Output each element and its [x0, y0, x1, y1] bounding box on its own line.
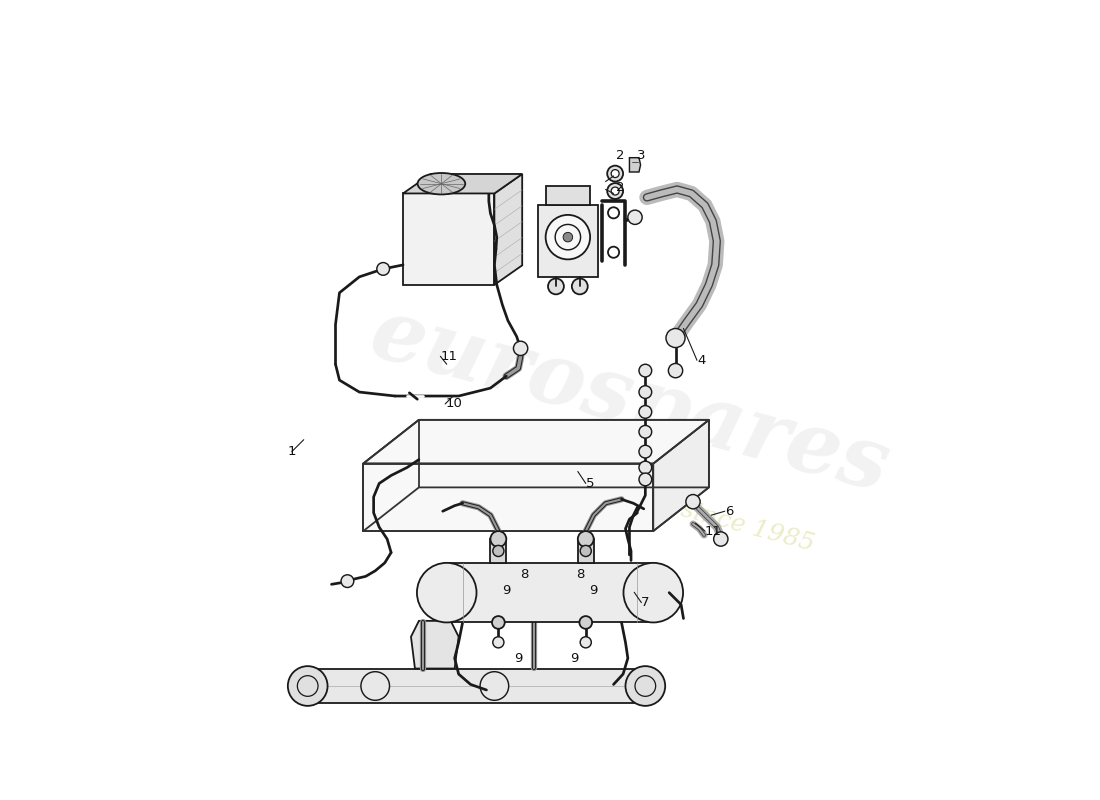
Circle shape: [361, 672, 389, 700]
Circle shape: [639, 406, 651, 418]
Text: 6: 6: [725, 505, 734, 518]
Text: 4: 4: [697, 354, 705, 366]
Circle shape: [686, 494, 701, 509]
Text: 8: 8: [520, 568, 529, 582]
Text: 9: 9: [590, 584, 598, 597]
Text: 2: 2: [616, 149, 625, 162]
Circle shape: [580, 616, 592, 629]
Circle shape: [612, 187, 619, 195]
Text: 11: 11: [705, 525, 722, 538]
Circle shape: [493, 546, 504, 557]
Text: 9: 9: [502, 584, 510, 597]
Polygon shape: [403, 174, 522, 194]
Circle shape: [639, 461, 651, 474]
Polygon shape: [363, 420, 708, 463]
Ellipse shape: [418, 173, 465, 194]
Circle shape: [572, 278, 587, 294]
Circle shape: [639, 446, 651, 458]
Polygon shape: [363, 463, 653, 531]
Polygon shape: [447, 563, 653, 622]
Polygon shape: [491, 539, 506, 563]
Polygon shape: [578, 539, 594, 563]
Circle shape: [580, 637, 592, 648]
Text: a passion for parts since 1985: a passion for parts since 1985: [442, 435, 817, 556]
Text: 7: 7: [641, 596, 650, 609]
Polygon shape: [411, 621, 459, 669]
Circle shape: [288, 666, 328, 706]
Circle shape: [546, 215, 590, 259]
Circle shape: [608, 207, 619, 218]
Circle shape: [417, 563, 476, 622]
Circle shape: [377, 262, 389, 275]
Text: 3: 3: [637, 149, 646, 162]
Text: eurospares: eurospares: [361, 290, 898, 510]
Circle shape: [548, 278, 564, 294]
Polygon shape: [308, 669, 646, 703]
Text: 5: 5: [586, 477, 594, 490]
Circle shape: [514, 342, 528, 355]
Circle shape: [639, 364, 651, 377]
Circle shape: [639, 386, 651, 398]
Circle shape: [628, 210, 642, 225]
Circle shape: [626, 666, 666, 706]
Circle shape: [624, 563, 683, 622]
Circle shape: [714, 532, 728, 546]
Circle shape: [493, 637, 504, 648]
Circle shape: [480, 672, 508, 700]
Circle shape: [578, 531, 594, 547]
Polygon shape: [403, 194, 494, 285]
Circle shape: [639, 426, 651, 438]
Polygon shape: [538, 206, 597, 277]
Circle shape: [563, 232, 573, 242]
Circle shape: [666, 329, 685, 347]
Text: 2: 2: [616, 181, 625, 194]
Circle shape: [608, 246, 619, 258]
Circle shape: [639, 473, 651, 486]
Circle shape: [669, 363, 683, 378]
Polygon shape: [494, 174, 522, 285]
Polygon shape: [629, 158, 640, 172]
Circle shape: [607, 183, 623, 199]
Circle shape: [492, 616, 505, 629]
Circle shape: [491, 531, 506, 547]
Circle shape: [612, 170, 619, 178]
Polygon shape: [363, 420, 419, 531]
Circle shape: [607, 166, 623, 182]
Text: 11: 11: [440, 350, 458, 363]
Polygon shape: [653, 420, 708, 531]
Text: 10: 10: [446, 398, 462, 410]
Text: 1: 1: [287, 445, 296, 458]
Text: 9: 9: [570, 652, 578, 665]
Polygon shape: [546, 186, 590, 206]
Text: 9: 9: [514, 652, 522, 665]
Circle shape: [341, 574, 354, 587]
Circle shape: [580, 546, 592, 557]
Text: 8: 8: [576, 568, 584, 582]
